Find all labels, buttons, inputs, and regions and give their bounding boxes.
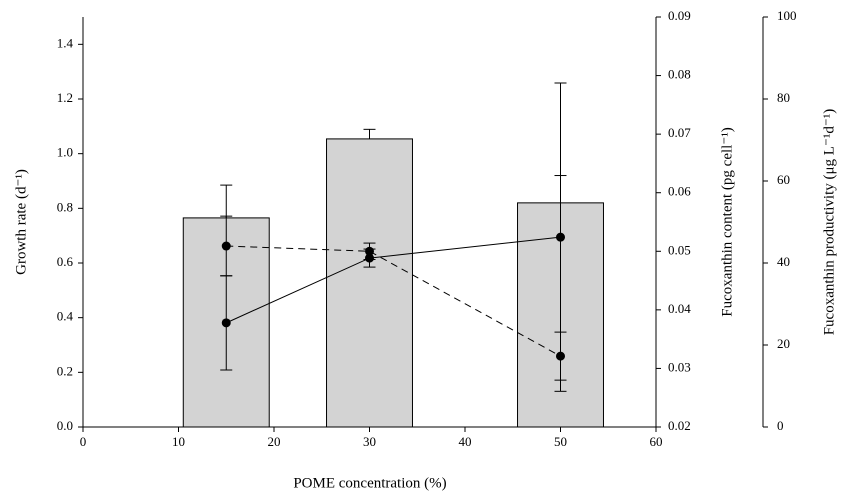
y-axis-label: Growth rate (d⁻¹) xyxy=(13,169,29,275)
y-tick-label: 0.0 xyxy=(57,418,73,433)
y-tick-label: 1.2 xyxy=(57,90,73,105)
y2-tick-label: 0.04 xyxy=(668,301,691,316)
x-tick-label: 20 xyxy=(268,434,281,449)
point xyxy=(556,232,565,242)
y2-tick-label: 0.02 xyxy=(668,418,691,433)
y3-tick-label: 40 xyxy=(777,254,790,269)
y3-tick-label: 60 xyxy=(777,172,790,187)
y3-tick-label: 20 xyxy=(777,336,790,351)
y2-axis-label: Fucoxanthin content (pg cell⁻¹) xyxy=(719,127,735,316)
y-tick-label: 0.8 xyxy=(57,199,73,214)
y3-axis-label: Fucoxanthin productivity (μg L⁻¹d⁻¹) xyxy=(821,109,837,336)
y2-tick-label: 0.05 xyxy=(668,242,691,257)
x-axis-label: POME concentration (%) xyxy=(293,475,446,491)
y-tick-label: 0.4 xyxy=(57,309,74,324)
y2-tick-label: 0.09 xyxy=(668,8,691,23)
y-tick-label: 0.2 xyxy=(57,363,73,378)
y2-tick-label: 0.03 xyxy=(668,359,691,374)
y2-tick-label: 0.08 xyxy=(668,67,691,82)
y3-tick-label: 80 xyxy=(777,90,790,105)
y2-tick-label: 0.06 xyxy=(668,184,691,199)
x-tick-label: 60 xyxy=(650,434,663,449)
x-tick-label: 50 xyxy=(554,434,567,449)
point xyxy=(221,318,231,328)
y3-tick-label: 0 xyxy=(777,418,784,433)
y-tick-label: 1.0 xyxy=(57,145,73,160)
y2-tick-label: 0.07 xyxy=(668,125,691,140)
x-tick-label: 40 xyxy=(459,434,472,449)
y-tick-label: 1.4 xyxy=(57,35,74,50)
x-tick-label: 10 xyxy=(172,434,185,449)
y3-tick-label: 100 xyxy=(777,8,797,23)
point xyxy=(221,241,231,251)
bar xyxy=(326,138,413,428)
x-tick-label: 0 xyxy=(80,434,87,449)
x-tick-label: 30 xyxy=(363,434,376,449)
line xyxy=(226,245,561,357)
point xyxy=(365,253,374,263)
y-tick-label: 0.6 xyxy=(57,254,74,269)
